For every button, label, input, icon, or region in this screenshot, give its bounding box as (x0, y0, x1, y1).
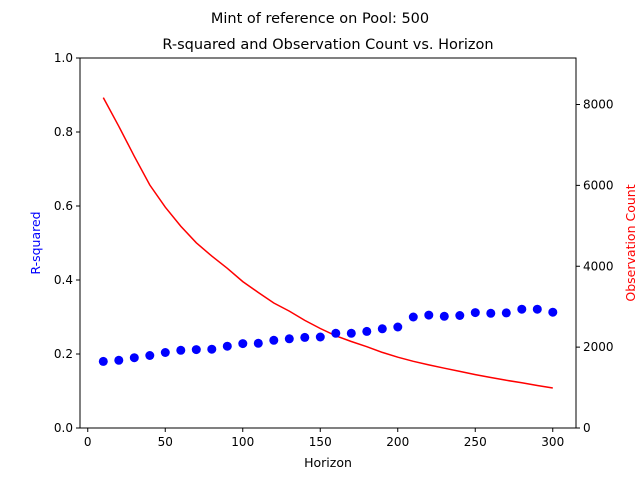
r-squared-point (424, 310, 434, 320)
r-squared-point (517, 304, 527, 314)
r-squared-point (253, 338, 263, 348)
right-axis-ticks: 0 2000 4000 6000 8000 (576, 98, 614, 435)
right-tick-label: 2000 (583, 340, 614, 354)
x-tick-label: 300 (541, 435, 564, 449)
r-squared-point (377, 324, 387, 334)
r-squared-point (222, 341, 232, 351)
chart-title: R-squared and Observation Count vs. Hori… (162, 37, 493, 53)
x-axis-label: Horizon (304, 455, 352, 470)
r-squared-point (191, 345, 201, 355)
r-squared-point (284, 334, 294, 344)
left-tick-label: 0.2 (54, 347, 73, 361)
r-squared-point (114, 355, 124, 365)
r-squared-point (486, 308, 496, 318)
chart-suptitle: Mint of reference on Pool: 500 (211, 11, 429, 27)
right-tick-label: 4000 (583, 259, 614, 273)
right-axis-label: Observation Count (623, 184, 638, 301)
r-squared-point (439, 311, 449, 321)
r-squared-point (346, 328, 356, 338)
left-axis-ticks: 0.0 0.2 0.4 0.6 0.8 1.0 (54, 51, 80, 435)
r-squared-point (160, 348, 170, 357)
left-tick-label: 0.0 (54, 421, 73, 435)
r-squared-point (98, 356, 108, 366)
right-tick-label: 6000 (583, 178, 614, 192)
r-squared-point (238, 339, 248, 349)
right-tick-label: 8000 (583, 98, 614, 112)
left-tick-label: 0.4 (54, 273, 73, 287)
r-squared-point (331, 328, 341, 338)
r-squared-point (393, 322, 403, 332)
r-squared-point (207, 344, 217, 354)
plot-marks (98, 97, 558, 389)
r-squared-point (455, 311, 465, 320)
r-squared-point (408, 312, 418, 322)
right-tick-label: 0 (583, 421, 591, 435)
plot-frame (79, 57, 577, 429)
r-squared-point (300, 332, 310, 342)
r-squared-point (129, 353, 139, 363)
r-squared-point (501, 308, 511, 318)
x-tick-label: 100 (231, 435, 254, 449)
r-squared-point (176, 345, 186, 355)
r-squared-point (362, 326, 372, 336)
x-axis-ticks: 0 50 100 150 200 250 300 (84, 428, 564, 449)
x-tick-label: 200 (386, 435, 409, 449)
left-tick-label: 0.6 (54, 199, 73, 213)
x-tick-label: 250 (464, 435, 487, 449)
r-squared-point (145, 351, 155, 360)
r-squared-point (315, 332, 325, 342)
x-tick-label: 150 (309, 435, 332, 449)
observation-count-line (102, 97, 553, 389)
x-tick-label: 0 (84, 435, 92, 449)
left-tick-label: 1.0 (54, 51, 73, 65)
r-squared-point (269, 335, 279, 345)
r-squared-point (548, 307, 558, 317)
r-squared-point (532, 304, 542, 314)
left-tick-label: 0.8 (54, 125, 73, 139)
r-squared-point (470, 308, 480, 318)
x-tick-label: 50 (158, 435, 173, 449)
left-axis-label: R-squared (28, 211, 43, 274)
